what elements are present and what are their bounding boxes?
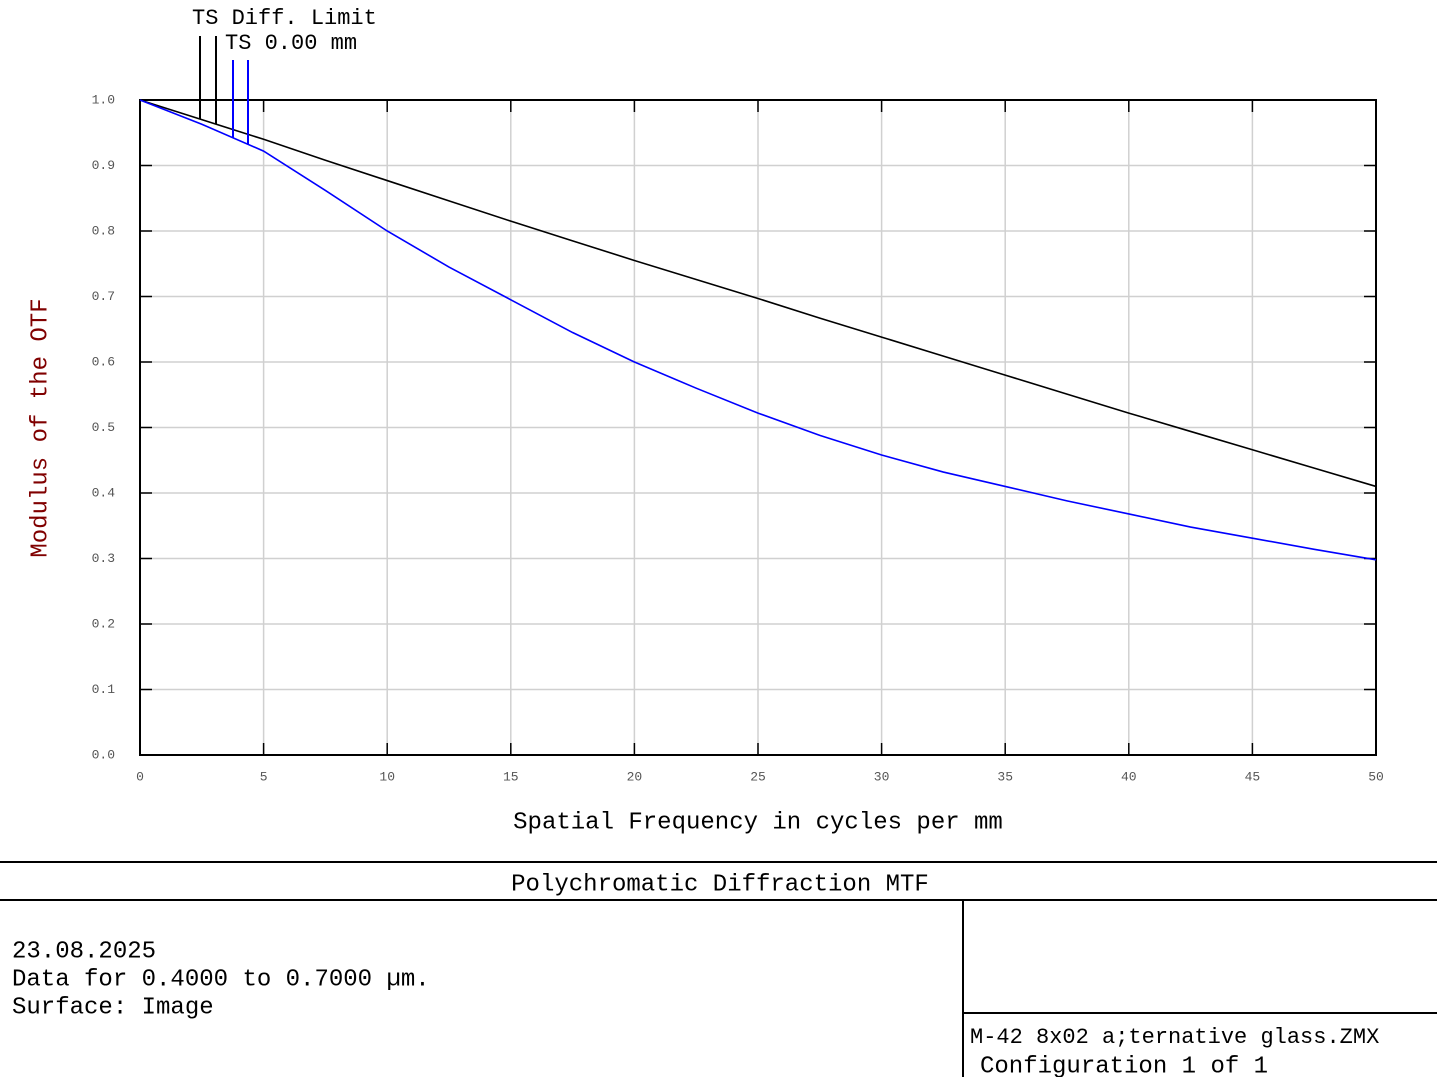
- x-tick-label: 25: [750, 769, 766, 784]
- y-tick-label: 0.5: [92, 420, 115, 435]
- y-axis-label: Modulus of the OTF: [27, 298, 54, 557]
- footer-line: 23.08.2025: [12, 938, 156, 965]
- y-tick-label: 0.8: [92, 223, 115, 238]
- x-tick-label: 30: [874, 769, 890, 784]
- y-tick-label: 0.0: [92, 747, 115, 762]
- y-tick-label: 0.6: [92, 354, 115, 369]
- x-tick-label: 40: [1121, 769, 1137, 784]
- legend-label: TS 0.00 mm: [225, 31, 357, 56]
- y-tick-label: 0.2: [92, 616, 115, 631]
- series-line: [139, 99, 1377, 561]
- x-tick-label: 10: [379, 769, 395, 784]
- x-tick-label: 15: [503, 769, 519, 784]
- y-tick-label: 0.7: [92, 289, 115, 304]
- series-line: [139, 99, 1377, 488]
- footer-line: Data for 0.4000 to 0.7000 µm.: [12, 966, 430, 993]
- x-tick-label: 0: [136, 769, 144, 784]
- y-tick-label: 0.3: [92, 551, 115, 566]
- legend-label: TS Diff. Limit: [192, 6, 377, 31]
- footer-title: Polychromatic Diffraction MTF: [511, 871, 929, 898]
- y-tick-label: 0.4: [92, 485, 116, 500]
- x-tick-label: 5: [260, 769, 268, 784]
- footer-file: M-42 8x02 a;ternative glass.ZMX: [970, 1025, 1379, 1050]
- footer-config: Configuration 1 of 1: [980, 1053, 1268, 1077]
- y-tick-label: 0.9: [92, 158, 115, 173]
- footer-line: Surface: Image: [12, 994, 214, 1021]
- y-tick-label: 0.1: [92, 682, 116, 697]
- x-tick-label: 20: [627, 769, 643, 784]
- x-tick-label: 50: [1368, 769, 1384, 784]
- x-tick-label: 45: [1245, 769, 1261, 784]
- plot-frame: [139, 99, 1377, 756]
- x-axis-label: Spatial Frequency in cycles per mm: [513, 809, 1003, 836]
- x-tick-label: 35: [997, 769, 1013, 784]
- y-tick-label: 1.0: [92, 92, 115, 107]
